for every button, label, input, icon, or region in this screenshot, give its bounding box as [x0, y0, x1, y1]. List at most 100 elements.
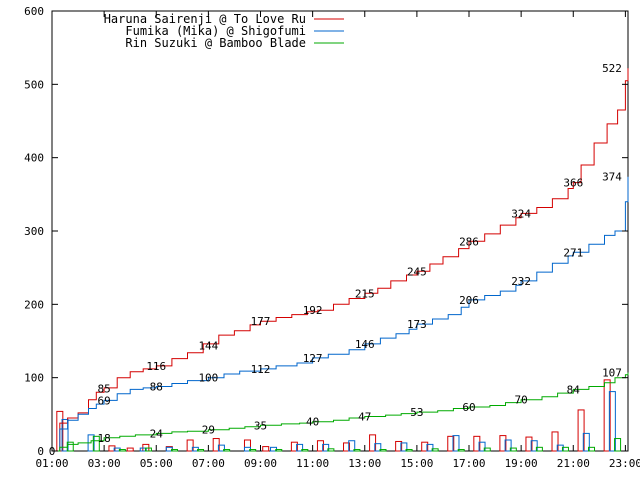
- data-label: 29: [202, 424, 215, 437]
- series-line-1: [52, 68, 629, 452]
- x-tick-label: 03:00: [88, 457, 121, 470]
- x-tick-label: 17:00: [452, 457, 485, 470]
- hourly-bar: [296, 443, 304, 452]
- hourly-bar: [343, 442, 351, 452]
- hourly-bar: [186, 439, 194, 452]
- data-label: 116: [146, 360, 166, 373]
- x-tick-label: 23:00: [609, 457, 640, 470]
- hourly-bar: [457, 449, 465, 452]
- hourly-bar: [374, 443, 382, 452]
- y-tick-label: 500: [24, 78, 44, 91]
- y-tick-label: 300: [24, 225, 44, 238]
- hourly-bar: [588, 446, 596, 452]
- x-tick-label: 19:00: [505, 457, 538, 470]
- hourly-bar: [170, 449, 178, 452]
- data-label: 18: [98, 432, 111, 445]
- hourly-bar: [530, 440, 538, 452]
- data-label: 522: [602, 62, 622, 75]
- data-label: 69: [98, 394, 111, 407]
- hourly-bar: [582, 432, 590, 452]
- hourly-bar: [301, 449, 309, 452]
- data-label: 324: [511, 207, 531, 220]
- hourly-bar: [431, 448, 439, 452]
- hourly-bar: [316, 440, 324, 452]
- hourly-bar: [353, 449, 361, 452]
- x-tick-label: 13:00: [348, 457, 381, 470]
- hourly-bar: [275, 449, 283, 452]
- data-label: 173: [407, 318, 427, 331]
- y-tick-label: 600: [24, 5, 44, 18]
- data-label: 232: [511, 275, 531, 288]
- hourly-bar: [139, 447, 147, 452]
- x-tick-label: 11:00: [296, 457, 329, 470]
- data-label: 84: [567, 383, 581, 396]
- hourly-bar: [348, 440, 356, 452]
- y-tick-label: 400: [24, 152, 44, 165]
- data-label: 271: [563, 246, 583, 259]
- x-tick-label: 15:00: [400, 457, 433, 470]
- hourly-bar: [478, 441, 486, 452]
- hourly-bar: [426, 443, 434, 452]
- data-label: 192: [303, 304, 323, 317]
- hourly-bar: [379, 449, 387, 452]
- series-line-2: [52, 176, 629, 452]
- hourly-bar: [61, 418, 69, 452]
- hourly-bar: [369, 434, 377, 452]
- hourly-bar: [118, 449, 126, 452]
- hourly-bar: [262, 446, 270, 452]
- legend-label: Fumika (Mika) @ Shigofumi: [125, 24, 306, 38]
- axes: 0 100 200 300 400 500 600 01:00 03:00 05:00 07:00 0…: [24, 5, 640, 470]
- data-label: 245: [407, 265, 427, 278]
- data-label: 177: [251, 315, 271, 328]
- hourly-bar: [608, 391, 616, 452]
- hourly-bar: [447, 435, 455, 452]
- series-line-3: [52, 372, 629, 452]
- data-label: 286: [459, 235, 479, 248]
- hourly-bar: [322, 443, 330, 452]
- hourly-bar: [603, 379, 611, 452]
- data-label: 107: [602, 367, 622, 380]
- data-label: 70: [515, 394, 528, 407]
- hourly-bar: [483, 447, 491, 452]
- hourly-bar: [452, 435, 460, 452]
- hourly-bar: [556, 444, 564, 452]
- data-label: 215: [355, 287, 375, 300]
- hourly-bar: [525, 436, 533, 452]
- cumulative-lines: [52, 68, 629, 452]
- hourly-bar: [217, 444, 225, 452]
- hourly-bar: [126, 447, 134, 452]
- y-tick-label: 0: [37, 445, 44, 458]
- hourly-bar: [561, 446, 569, 452]
- hourly-bar: [327, 448, 335, 452]
- hourly-bar: [473, 435, 481, 452]
- hourly-bar: [504, 439, 512, 452]
- hourly-bar: [144, 447, 152, 452]
- data-label: 85: [98, 383, 111, 396]
- data-label: 24: [150, 427, 164, 440]
- hourly-bar: [421, 441, 429, 452]
- data-label: 366: [563, 177, 583, 190]
- data-label: 206: [459, 294, 479, 307]
- hourly-bar: [614, 438, 622, 452]
- data-label: 100: [198, 372, 218, 385]
- hourly-bar: [290, 441, 298, 452]
- data-label: 127: [303, 352, 323, 365]
- hourly-bar: [499, 435, 507, 452]
- y-tick-label: 100: [24, 372, 44, 385]
- x-tick-label: 07:00: [192, 457, 225, 470]
- hourly-bar: [577, 409, 585, 452]
- data-label: 146: [355, 338, 375, 351]
- data-label: 88: [150, 380, 163, 393]
- hourly-bar: [197, 449, 205, 452]
- data-label: 47: [358, 411, 371, 424]
- x-tick-label: 09:00: [244, 457, 277, 470]
- legend-label: Rin Suzuki @ Bamboo Blade: [125, 36, 306, 50]
- data-label: 53: [410, 406, 423, 419]
- data-label: 144: [198, 339, 218, 352]
- hourly-bar: [223, 449, 231, 452]
- data-labels: 0851161441771922152452863243665226988100…: [49, 62, 623, 458]
- y-tick-label: 200: [24, 298, 44, 311]
- hourly-bar: [551, 431, 559, 452]
